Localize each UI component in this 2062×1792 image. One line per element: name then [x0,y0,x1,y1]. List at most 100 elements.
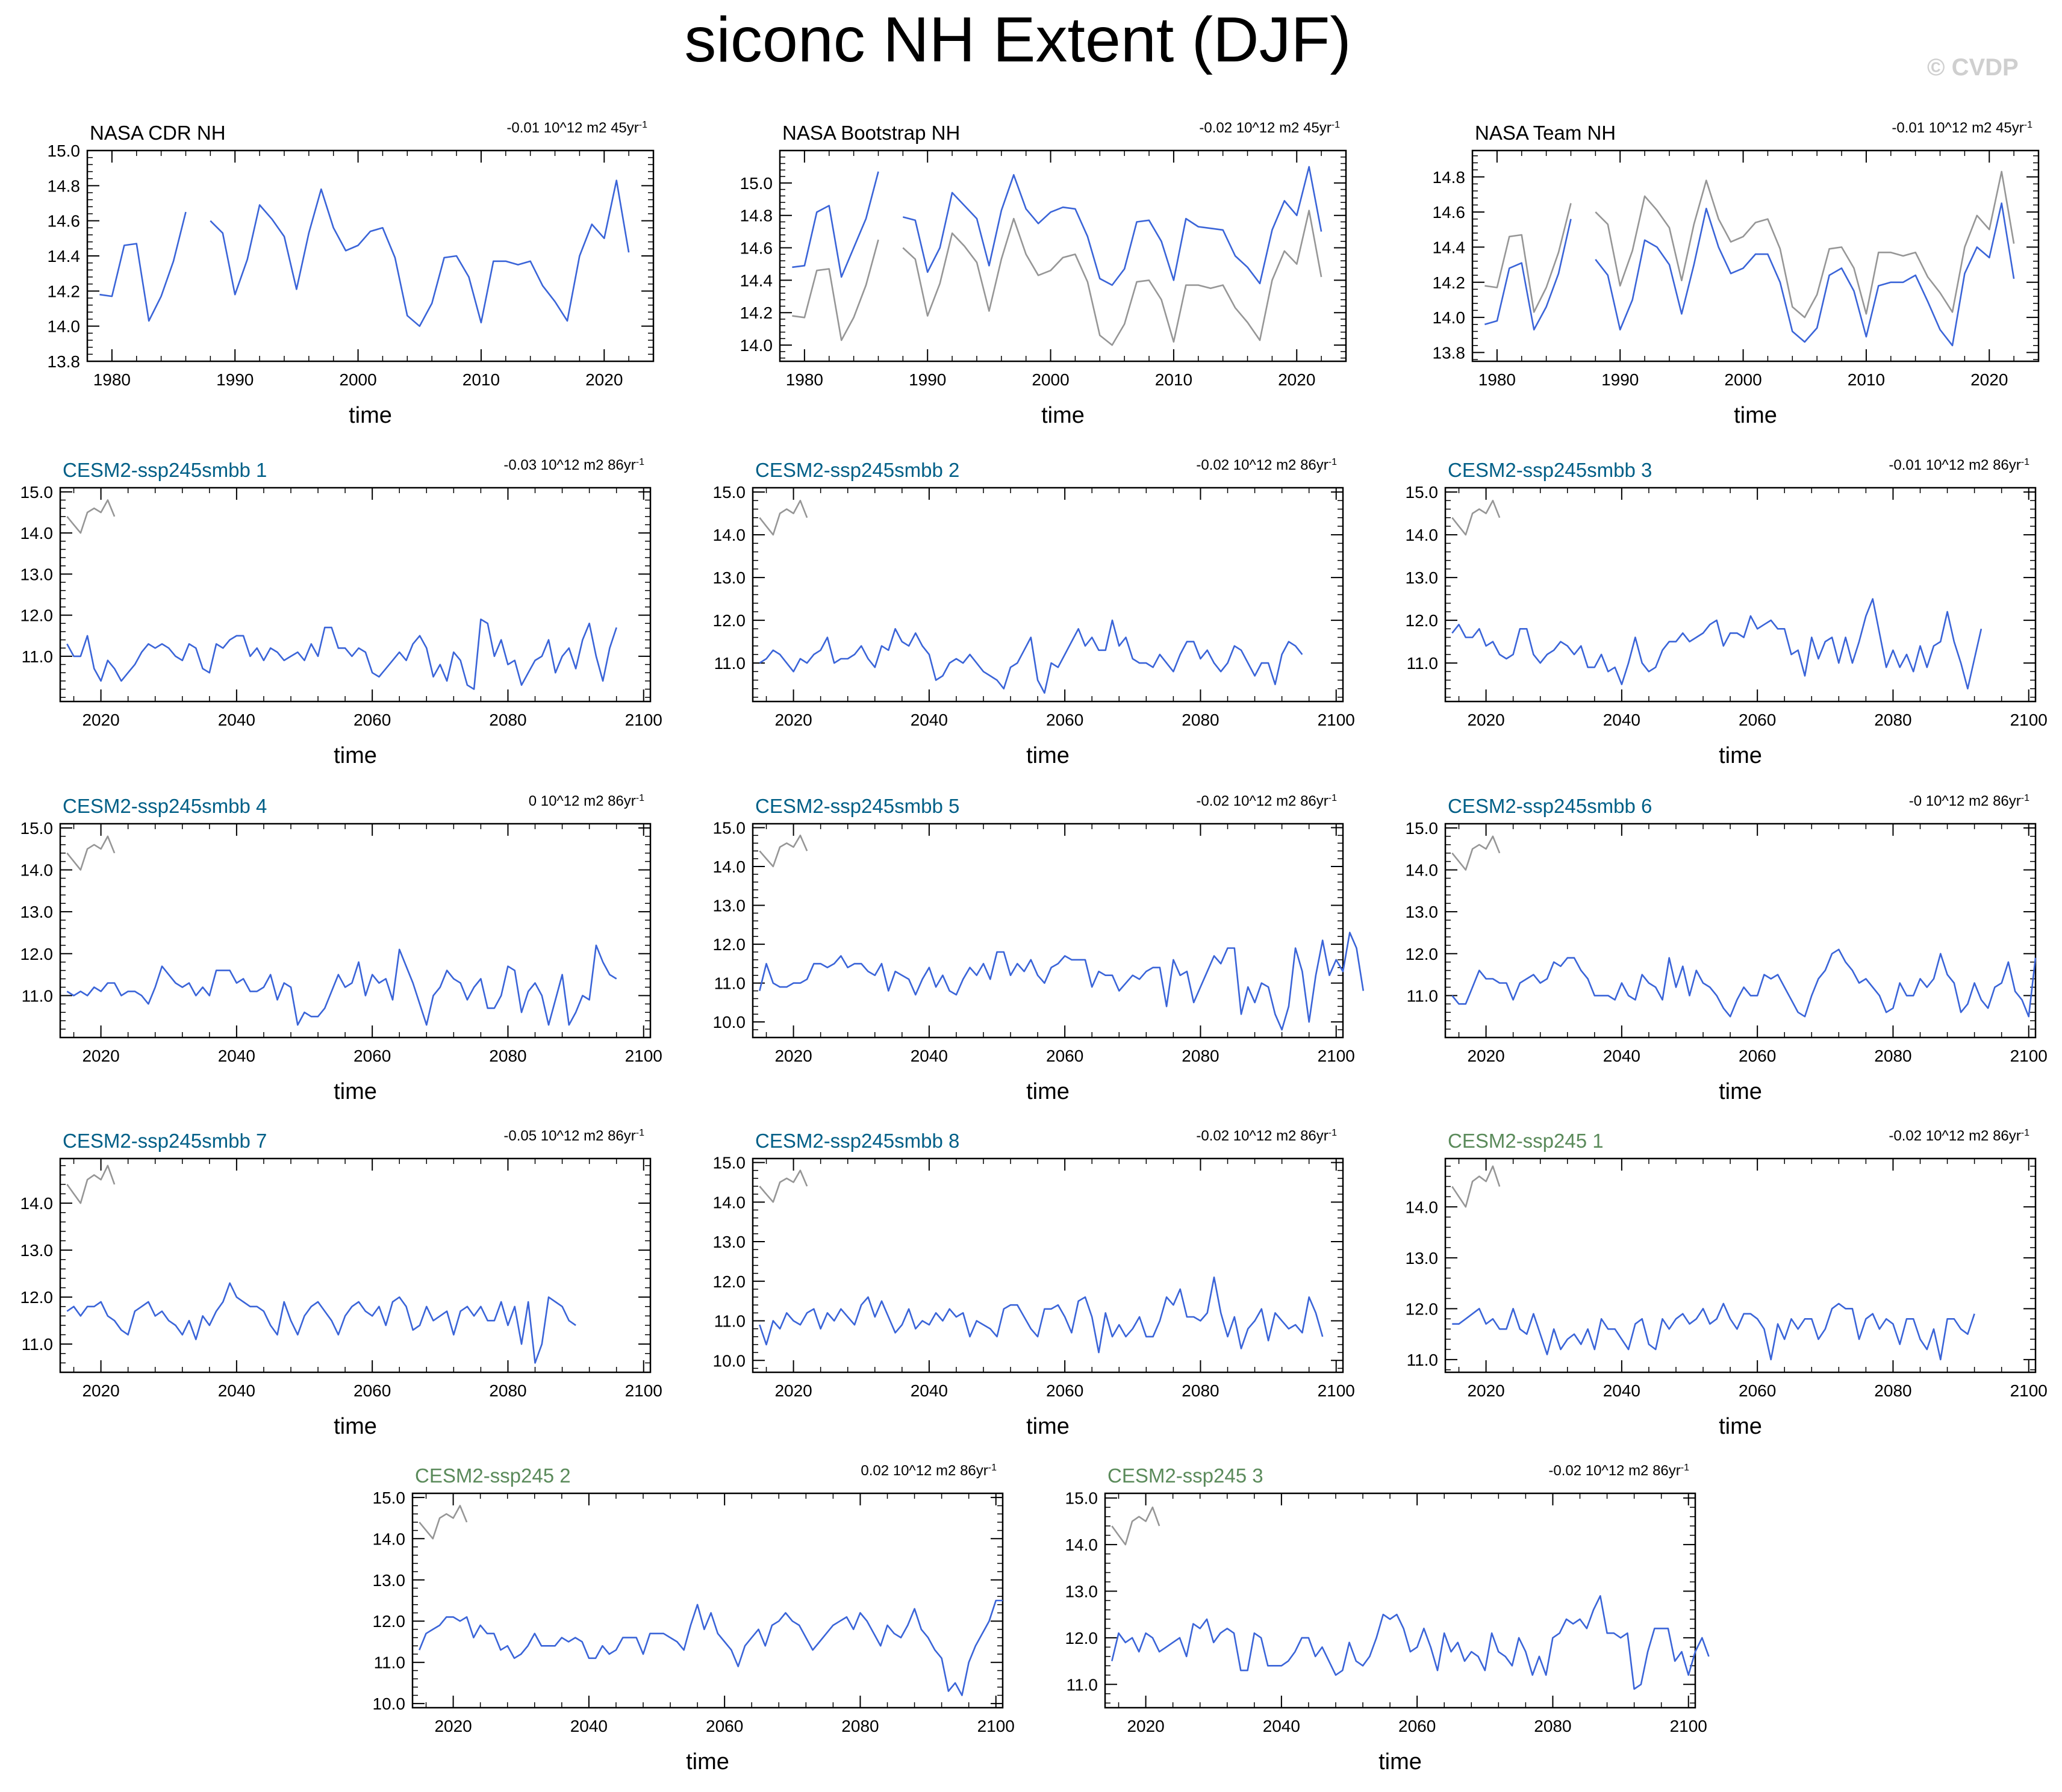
x-axis-label: time [1378,1749,1422,1775]
data-series-line [66,944,617,1026]
trend-label: 0 10^12 m2 86yr-1 [529,793,644,810]
trend-label: -0.01 10^12 m2 45yr-1 [1892,120,2032,137]
trend-value: -0.02 10^12 m2 86yr [1196,1128,1328,1144]
y-tick-label: 14.4 [740,271,773,290]
trend-value: -0.01 10^12 m2 45yr [506,120,638,136]
x-axis-label: time [1719,743,1762,768]
y-tick-label: 14.0 [20,524,54,543]
y-tick-label: 15.0 [48,142,81,160]
x-tick-label: 2020 [1278,370,1315,389]
figure-title: siconc NH Extent (DJF) [684,4,1351,75]
x-tick-label: 2100 [625,1047,662,1065]
y-tick-label: 11.0 [22,1335,53,1354]
trend-value: -0 10^12 m2 86yr [1909,793,2021,809]
x-tick-label: 2060 [1046,1381,1083,1400]
x-tick-label: 2020 [1467,1381,1504,1400]
x-axis-label: time [334,743,377,768]
y-tick-label: 14.0 [740,336,773,355]
y-tick-label: 11.0 [22,986,53,1005]
trend-exponent: -1 [1328,1128,1337,1138]
y-tick-label: 14.0 [373,1529,406,1548]
y-tick-label: 13.0 [20,1241,54,1260]
x-tick-label: 2060 [354,1381,391,1400]
trend-label: 0.02 10^12 m2 86yr-1 [861,1463,997,1479]
y-tick-label: 11.0 [714,974,746,993]
y-tick-label: 14.6 [740,239,773,258]
trend-label: -0.02 10^12 m2 86yr-1 [1889,1128,2029,1145]
plot-frame [752,487,1344,703]
x-tick-label: 2040 [1603,711,1640,729]
plot-frame [59,1157,652,1374]
y-tick-label: 15.0 [713,1154,746,1172]
plot-frame [411,1492,1004,1709]
x-tick-label: 2020 [585,370,623,389]
panel-11: 10.0 11.0 12.0 13.0 14.0 15.0 2020 2040 2060 2080… [713,1128,1355,1440]
trend-label: -0.01 10^12 m2 86yr-1 [1889,457,2029,474]
x-tick-label: 2010 [1848,370,1885,389]
trend-exponent: -1 [1681,1463,1689,1473]
x-tick-label: 2040 [218,711,255,729]
panel-8: 10.0 11.0 12.0 13.0 14.0 15.0 2020 2040 2060 2080… [713,793,1365,1104]
trend-value: -0.02 10^12 m2 86yr [1196,793,1328,809]
reference-series-line [759,1169,808,1203]
y-tick-label: 12.0 [1065,1629,1098,1647]
y-tick-label: 14.0 [713,526,746,544]
panel-title: CESM2-ssp245 1 [1448,1130,1604,1152]
panel-13: 10.0 11.0 12.0 13.0 14.0 15.0 2020 2040 2060 2080… [373,1463,1015,1775]
y-tick-label: 15.0 [20,483,54,502]
x-tick-label: 2100 [1318,1381,1355,1400]
y-tick-label: 13.0 [713,1233,746,1251]
plot-frame [1444,487,2037,703]
trend-label: -0.03 10^12 m2 86yr-1 [503,457,644,474]
trend-exponent: -1 [2021,457,2029,467]
data-series-line [66,618,617,690]
panel-title: CESM2-ssp245smbb 7 [63,1130,267,1152]
panel-title: CESM2-ssp245smbb 5 [755,795,959,817]
trend-exponent: -1 [2021,793,2029,803]
x-tick-label: 2080 [841,1717,879,1735]
y-tick-label: 12.0 [373,1612,406,1631]
y-tick-label: 14.4 [1433,238,1466,257]
x-axis-label: time [349,403,392,428]
y-tick-label: 12.0 [713,1272,746,1291]
y-tick-label: 15.0 [1406,483,1439,502]
y-tick-label: 14.0 [1433,308,1466,327]
y-tick-label: 14.0 [1406,1198,1439,1216]
y-tick-label: 12.0 [1406,1299,1439,1318]
plot-frame [1471,149,2040,362]
x-tick-label: 2080 [489,1381,526,1400]
data-series-line [1111,1595,1710,1690]
x-tick-label: 2020 [1467,711,1504,729]
y-tick-label: 14.8 [48,176,81,195]
y-tick-label: 11.0 [1407,986,1438,1005]
x-tick-label: 2060 [354,1047,391,1065]
y-tick-label: 13.0 [1406,1249,1439,1268]
y-tick-label: 15.0 [713,818,746,837]
trend-exponent: -1 [636,1128,644,1138]
trend-label: -0.02 10^12 m2 86yr-1 [1548,1463,1689,1479]
y-tick-label: 10.0 [373,1694,406,1713]
reference-series-line [1451,500,1501,536]
panel-title: NASA Team NH [1475,122,1616,144]
x-axis-label: time [1026,743,1070,768]
y-tick-label: 14.2 [740,303,773,322]
reference-series-line [759,835,808,868]
trend-exponent: -1 [988,1463,997,1473]
trend-exponent: -1 [1328,457,1337,467]
x-tick-label: 1980 [786,370,823,389]
panel-4: 11.0 12.0 13.0 14.0 15.0 2020 2040 2060 2080 2100… [20,457,662,769]
x-tick-label: 2100 [1318,1047,1355,1065]
y-tick-label: 12.0 [1406,611,1439,630]
data-series-line [419,1599,1003,1696]
plot-frame [86,149,655,362]
y-tick-label: 11.0 [714,654,746,673]
data-series-line [1452,1302,1975,1361]
y-tick-label: 15.0 [1065,1489,1098,1508]
y-tick-label: 10.0 [713,1013,746,1031]
y-tick-label: 13.0 [1065,1582,1098,1601]
x-axis-label: time [334,1079,377,1104]
x-tick-label: 1990 [909,370,946,389]
data-series-line [759,1276,1324,1354]
y-tick-label: 14.2 [48,282,81,300]
x-tick-label: 2060 [1739,711,1776,729]
